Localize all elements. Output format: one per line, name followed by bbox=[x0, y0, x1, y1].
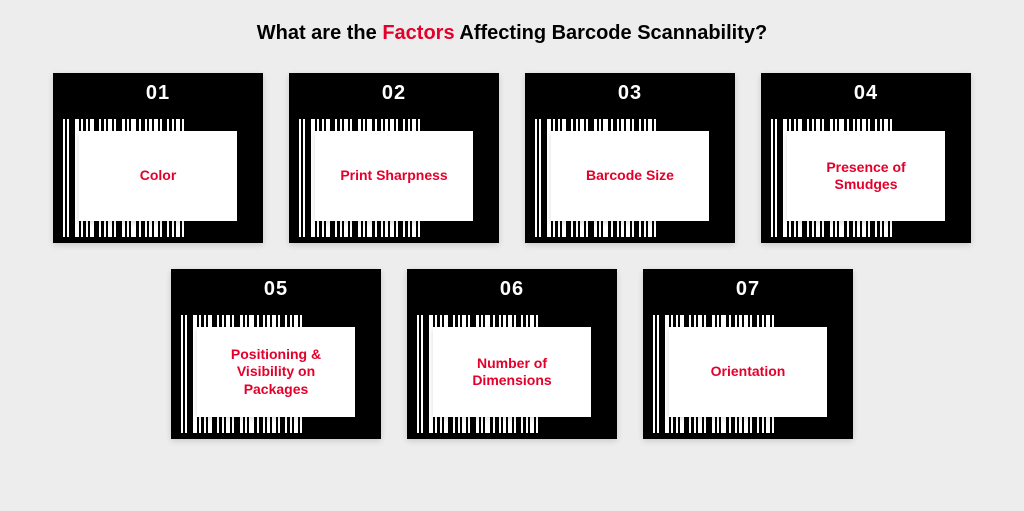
card-label: Color bbox=[79, 131, 237, 221]
card-label: Presence of Smudges bbox=[787, 131, 945, 221]
card-label: Print Sharpness bbox=[315, 131, 473, 221]
card-label: Positioning & Visibility on Packages bbox=[197, 327, 355, 417]
card-number: 04 bbox=[761, 73, 971, 113]
title-post: Affecting Barcode Scannability? bbox=[455, 22, 768, 44]
card-body: Print Sharpness bbox=[289, 113, 499, 243]
page-title: What are the Factors Affecting Barcode S… bbox=[257, 22, 767, 45]
card-body: Presence of Smudges bbox=[761, 113, 971, 243]
card-number: 01 bbox=[53, 73, 263, 113]
card-number: 03 bbox=[525, 73, 735, 113]
factor-card: 05 Positioning & Visibility on Packages bbox=[171, 269, 381, 439]
factor-card: 01 Color bbox=[53, 73, 263, 243]
factor-card: 03 Barcode Size bbox=[525, 73, 735, 243]
card-body: Color bbox=[53, 113, 263, 243]
factor-card: 04 Presence of Smudges bbox=[761, 73, 971, 243]
card-label: Orientation bbox=[669, 327, 827, 417]
factor-card: 06 Number of Dimensions bbox=[407, 269, 617, 439]
card-number: 07 bbox=[643, 269, 853, 309]
card-grid: 01 Color 02 Print Sharpness 03 Barcode Size 04… bbox=[53, 73, 971, 439]
title-accent: Factors bbox=[382, 22, 454, 44]
card-body: Barcode Size bbox=[525, 113, 735, 243]
card-body: Positioning & Visibility on Packages bbox=[171, 309, 381, 439]
card-label: Barcode Size bbox=[551, 131, 709, 221]
card-body: Orientation bbox=[643, 309, 853, 439]
card-body: Number of Dimensions bbox=[407, 309, 617, 439]
card-number: 05 bbox=[171, 269, 381, 309]
card-number: 06 bbox=[407, 269, 617, 309]
factor-card: 02 Print Sharpness bbox=[289, 73, 499, 243]
card-row: 05 Positioning & Visibility on Packages 06… bbox=[171, 269, 853, 439]
card-label: Number of Dimensions bbox=[433, 327, 591, 417]
title-pre: What are the bbox=[257, 22, 383, 44]
card-number: 02 bbox=[289, 73, 499, 113]
factor-card: 07 Orientation bbox=[643, 269, 853, 439]
card-row: 01 Color 02 Print Sharpness 03 Barcode Size 04… bbox=[53, 73, 971, 243]
